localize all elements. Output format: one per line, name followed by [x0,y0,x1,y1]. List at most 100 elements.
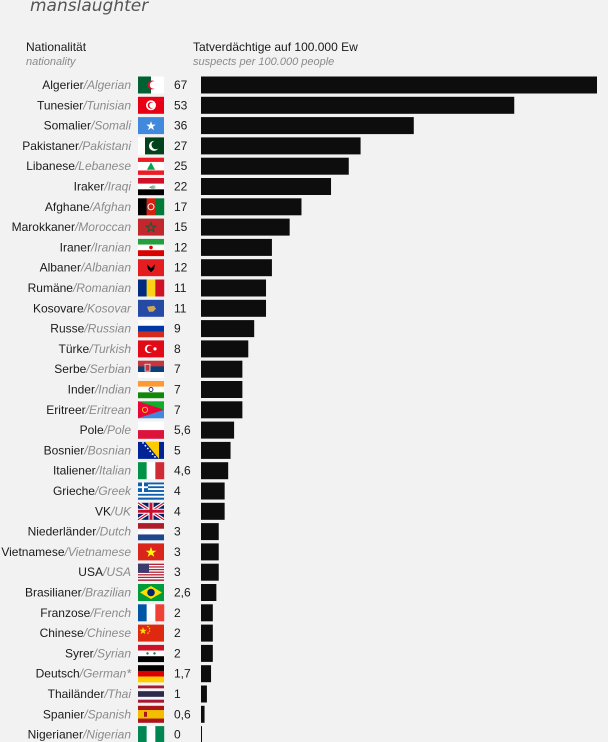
label-german: Pakistaner [22,139,79,153]
label-german: Italiener [53,464,96,478]
value-label: 11 [174,281,187,295]
row-label: Syrer/Syrian [65,646,131,660]
label-english: /Eritrean [85,403,132,417]
label-german: Marokkaner [12,220,75,234]
row-label: VK/UK [95,504,132,518]
label-german: Kosovare [33,301,84,315]
vietnam-flag-icon [138,543,164,561]
tunisia-flag-icon [138,96,164,114]
value-label: 2 [174,646,181,660]
label-english: /French [89,606,131,620]
value-header-de: Tatverdächtige auf 100.000 Ew [193,40,358,54]
row-label: Pakistaner/Pakistani [22,139,131,153]
value-label: 36 [174,119,188,133]
value-label: 67 [174,78,188,92]
label-german: Niederländer [28,525,97,539]
france-flag-icon [138,604,165,622]
label-german: Tunesier [37,98,83,112]
value-label: 22 [174,180,188,194]
label-english: /Tunisian [82,98,131,112]
row-label: Tunesier/Tunisian [37,98,131,112]
label-english: /Vietnamese [64,545,132,559]
italy-flag-icon [138,462,165,480]
bar [201,644,213,662]
romania-flag-icon [138,279,165,297]
eritrea-flag-icon [138,401,164,419]
value-label: 12 [174,240,188,254]
value-label: 0,6 [174,707,191,721]
row-label: Spanier/Spanish [43,707,131,721]
label-german: USA [78,565,103,579]
label-english: /Brazilian [81,586,132,600]
row-label: Franzose/French [40,606,131,620]
bar [201,360,243,378]
row-label: Kosovare/Kosovar [33,301,132,315]
row-label: Deutsch/German* [36,667,132,681]
page-title: manslaughter [30,0,149,16]
label-german: Pole [80,423,104,437]
bar [201,604,213,622]
label-english: /USA [102,565,131,579]
india-flag-icon [138,381,164,399]
nigeria-flag-icon [138,726,165,742]
germany-flag-icon [138,665,164,683]
row-label: Brasilianer/Brazilian [25,586,131,600]
afghanistan-flag-icon [138,198,165,216]
bosnia-flag-icon [138,441,164,459]
value-label: 0 [174,728,181,742]
nationality-header-en: nationality [26,56,76,68]
row-label: Grieche/Greek [53,484,132,498]
label-german: Russe [50,322,84,336]
value-label: 2 [174,606,181,620]
label-english: /Algerian [83,78,132,92]
bar [201,157,349,175]
bar [201,198,302,216]
iraq-flag-icon: ﷲ [138,178,164,196]
value-label: 17 [174,200,188,214]
row-label: Albaner/Albanian [40,261,132,275]
nationality-header-de: Nationalität [26,40,87,54]
bar [201,117,414,135]
label-english: /Chinese [83,626,132,640]
bar [201,259,272,277]
label-english: /Spanish [83,707,131,721]
bar [201,543,219,561]
serbia-flag-icon [138,360,164,378]
label-german: Rumäne [28,281,74,295]
label-english: /Turkish [88,342,131,356]
label-german: Iraker [74,180,105,194]
label-english: /Dutch [95,525,131,539]
row-label: Thailänder/Thai [48,687,132,701]
pakistan-flag-icon [138,137,164,155]
morocco-flag-icon [138,218,164,236]
label-english: /UK [110,504,132,518]
label-english: /Russian [83,322,131,336]
label-german: Afghane [45,200,90,214]
bar [201,320,255,338]
netherlands-flag-icon [138,523,164,541]
bar [201,178,332,195]
row-label: Niederländer/Dutch [28,525,132,539]
bar [201,665,212,683]
label-german: Thailänder [48,687,105,701]
bar [201,421,235,439]
russia-flag-icon [138,320,164,338]
row-label: Iraker/Iraqi [74,180,132,194]
label-english: /Nigerian [82,728,131,742]
lebanon-flag-icon [138,157,164,175]
label-german: Chinese [40,626,84,640]
row-label: Algerier/Algerian [42,78,131,92]
row-label: Inder/Indian [68,383,132,397]
row-label: Eritreer/Eritrean [46,403,131,417]
bar [201,299,267,317]
label-english: /Bosnian [83,443,131,457]
thailand-flag-icon [138,685,164,703]
label-english: /Afghan [89,200,132,214]
row-label: Türke/Turkish [59,342,132,356]
label-english: /German* [79,667,132,681]
bar [201,76,597,94]
row-label: Russe/Russian [50,322,131,336]
value-label: 9 [174,322,181,336]
row-label: USA/USA [78,565,131,579]
poland-flag-icon [138,421,164,439]
